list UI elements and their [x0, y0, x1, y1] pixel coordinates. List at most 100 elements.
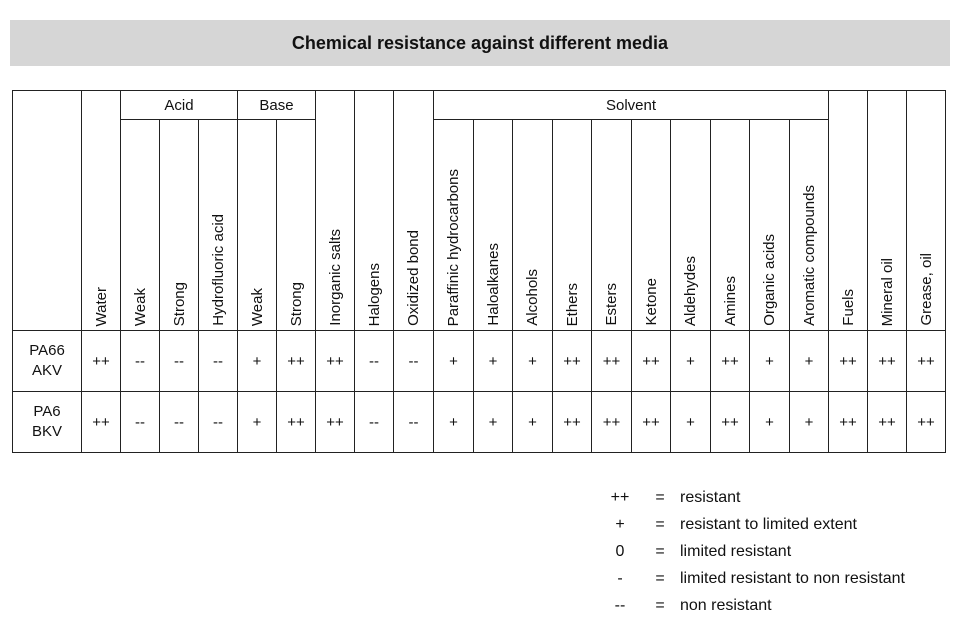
group-header-solvent: Solvent	[433, 90, 829, 120]
table-row: PA66 AKV ++ -- -- -- + ++ ++ -- -- + + + ++ ++ ++ + ++ + + ++…	[12, 330, 946, 392]
resistance-cell: --	[354, 330, 394, 392]
resistance-cell: +	[789, 330, 829, 392]
col-header-grease-oil: Grease, oil	[906, 90, 946, 331]
legend-description: limited resistant to non resistant	[680, 569, 905, 587]
resistance-cell: --	[198, 330, 238, 392]
group-header-acid: Acid	[120, 90, 238, 120]
resistance-cell: +	[670, 391, 711, 453]
legend-item: - = limited resistant to non resistant	[600, 565, 905, 592]
resistance-cell: --	[120, 330, 160, 392]
resistance-cell: +	[433, 330, 474, 392]
col-header-acid-weak: Weak	[120, 119, 160, 331]
legend-item: 0 = limited resistant	[600, 538, 905, 565]
resistance-cell: +	[237, 391, 277, 453]
col-header-oxidized-bond: Oxidized bond	[393, 90, 434, 331]
col-header-hydrofluoric-acid: Hydrofluoric acid	[198, 119, 238, 331]
resistance-cell: --	[393, 330, 434, 392]
col-header-fuels: Fuels	[828, 90, 868, 331]
resistance-cell: ++	[81, 330, 121, 392]
table-row: PA6 BKV ++ -- -- -- + ++ ++ -- -- + + + ++ ++ ++ + ++ + + ++ +…	[12, 391, 946, 453]
col-header-esters: Esters	[591, 119, 632, 331]
legend-equals: =	[655, 515, 665, 533]
resistance-cell: +	[237, 330, 277, 392]
col-header-inorganic-salts: Inorganic salts	[315, 90, 355, 331]
legend-symbol: --	[614, 596, 626, 614]
resistance-cell: ++	[828, 330, 868, 392]
resistance-cell: ++	[81, 391, 121, 453]
resistance-cell: --	[159, 330, 199, 392]
legend-description: resistant to limited extent	[680, 515, 857, 533]
resistance-cell: ++	[867, 391, 907, 453]
table-title: Chemical resistance against different me…	[10, 20, 950, 66]
legend-symbol: -	[617, 569, 623, 587]
row-label-material: PA6	[33, 403, 61, 420]
resistance-cell: ++	[552, 330, 592, 392]
col-header-ketone: Ketone	[631, 119, 671, 331]
resistance-cell: ++	[276, 330, 316, 392]
resistance-cell: ++	[315, 391, 355, 453]
col-header-organic-acids: Organic acids	[749, 119, 790, 331]
resistance-cell: ++	[906, 391, 946, 453]
header-row-columns: Weak Strong Hydrofluoric acid Weak Stron…	[13, 119, 946, 331]
resistance-cell: --	[393, 391, 434, 453]
header-row-groups: Water Acid Base Inorganic salts Halogens…	[12, 90, 946, 331]
col-header-alcohols: Alcohols	[512, 119, 553, 331]
col-header-base-weak: Weak	[237, 119, 277, 331]
resistance-cell: ++	[276, 391, 316, 453]
legend-item: ++ = resistant	[600, 484, 905, 511]
legend-equals: =	[655, 569, 665, 587]
resistance-cell: ++	[315, 330, 355, 392]
row-label-variant: BKV	[31, 423, 62, 440]
resistance-cell: ++	[631, 330, 671, 392]
col-header-mineral-oil: Mineral oil	[867, 90, 907, 331]
row-label-material: PA66	[29, 342, 65, 359]
resistance-cell: +	[433, 391, 474, 453]
resistance-cell: +	[749, 330, 790, 392]
chemical-resistance-table: Water Acid Base Inorganic salts Halogens…	[12, 90, 946, 453]
resistance-cell: +	[473, 330, 513, 392]
col-header-acid-strong: Strong	[159, 119, 199, 331]
legend-equals: =	[655, 596, 665, 614]
resistance-cell: +	[670, 330, 711, 392]
resistance-cell: ++	[710, 330, 750, 392]
col-header-paraffinic-hydrocarbons: Paraffinic hydrocarbons	[433, 119, 474, 331]
resistance-cell: --	[159, 391, 199, 453]
resistance-cell: --	[120, 391, 160, 453]
legend-description: limited resistant	[680, 542, 792, 560]
legend-item: -- = non resistant	[600, 592, 905, 619]
resistance-cell: --	[198, 391, 238, 453]
legend-symbol: 0	[615, 542, 625, 560]
resistance-cell: ++	[828, 391, 868, 453]
row-label: PA66 AKV	[12, 330, 82, 392]
resistance-cell: ++	[710, 391, 750, 453]
col-header-halogens: Halogens	[354, 90, 394, 331]
row-label: PA6 BKV	[12, 391, 82, 453]
col-header-ethers: Ethers	[552, 119, 592, 331]
resistance-cell: +	[512, 391, 553, 453]
corner-cell	[12, 90, 82, 331]
resistance-cell: --	[354, 391, 394, 453]
resistance-cell: +	[473, 391, 513, 453]
col-header-amines: Amines	[710, 119, 750, 331]
resistance-cell: +	[749, 391, 790, 453]
legend-equals: =	[655, 542, 665, 560]
resistance-cell: ++	[867, 330, 907, 392]
col-header-haloalkanes: Haloalkanes	[473, 119, 513, 331]
legend-symbol: ++	[610, 488, 630, 506]
legend-description: resistant	[680, 488, 741, 506]
resistance-cell: +	[789, 391, 829, 453]
resistance-cell: ++	[591, 391, 632, 453]
legend-equals: =	[655, 488, 665, 506]
legend-description: non resistant	[680, 596, 772, 614]
row-label-variant: AKV	[31, 362, 62, 379]
resistance-cell: ++	[631, 391, 671, 453]
resistance-cell: ++	[591, 330, 632, 392]
col-header-aldehydes: Aldehydes	[670, 119, 711, 331]
resistance-cell: +	[512, 330, 553, 392]
col-header-base-strong: Strong	[276, 119, 316, 331]
legend-symbol: +	[615, 515, 625, 533]
col-header-aromatic-compounds: Aromatic compounds	[789, 119, 829, 331]
resistance-cell: ++	[552, 391, 592, 453]
group-header-base: Base	[237, 90, 316, 120]
legend: ++ = resistant + = resistant to limited exten…	[600, 484, 905, 619]
